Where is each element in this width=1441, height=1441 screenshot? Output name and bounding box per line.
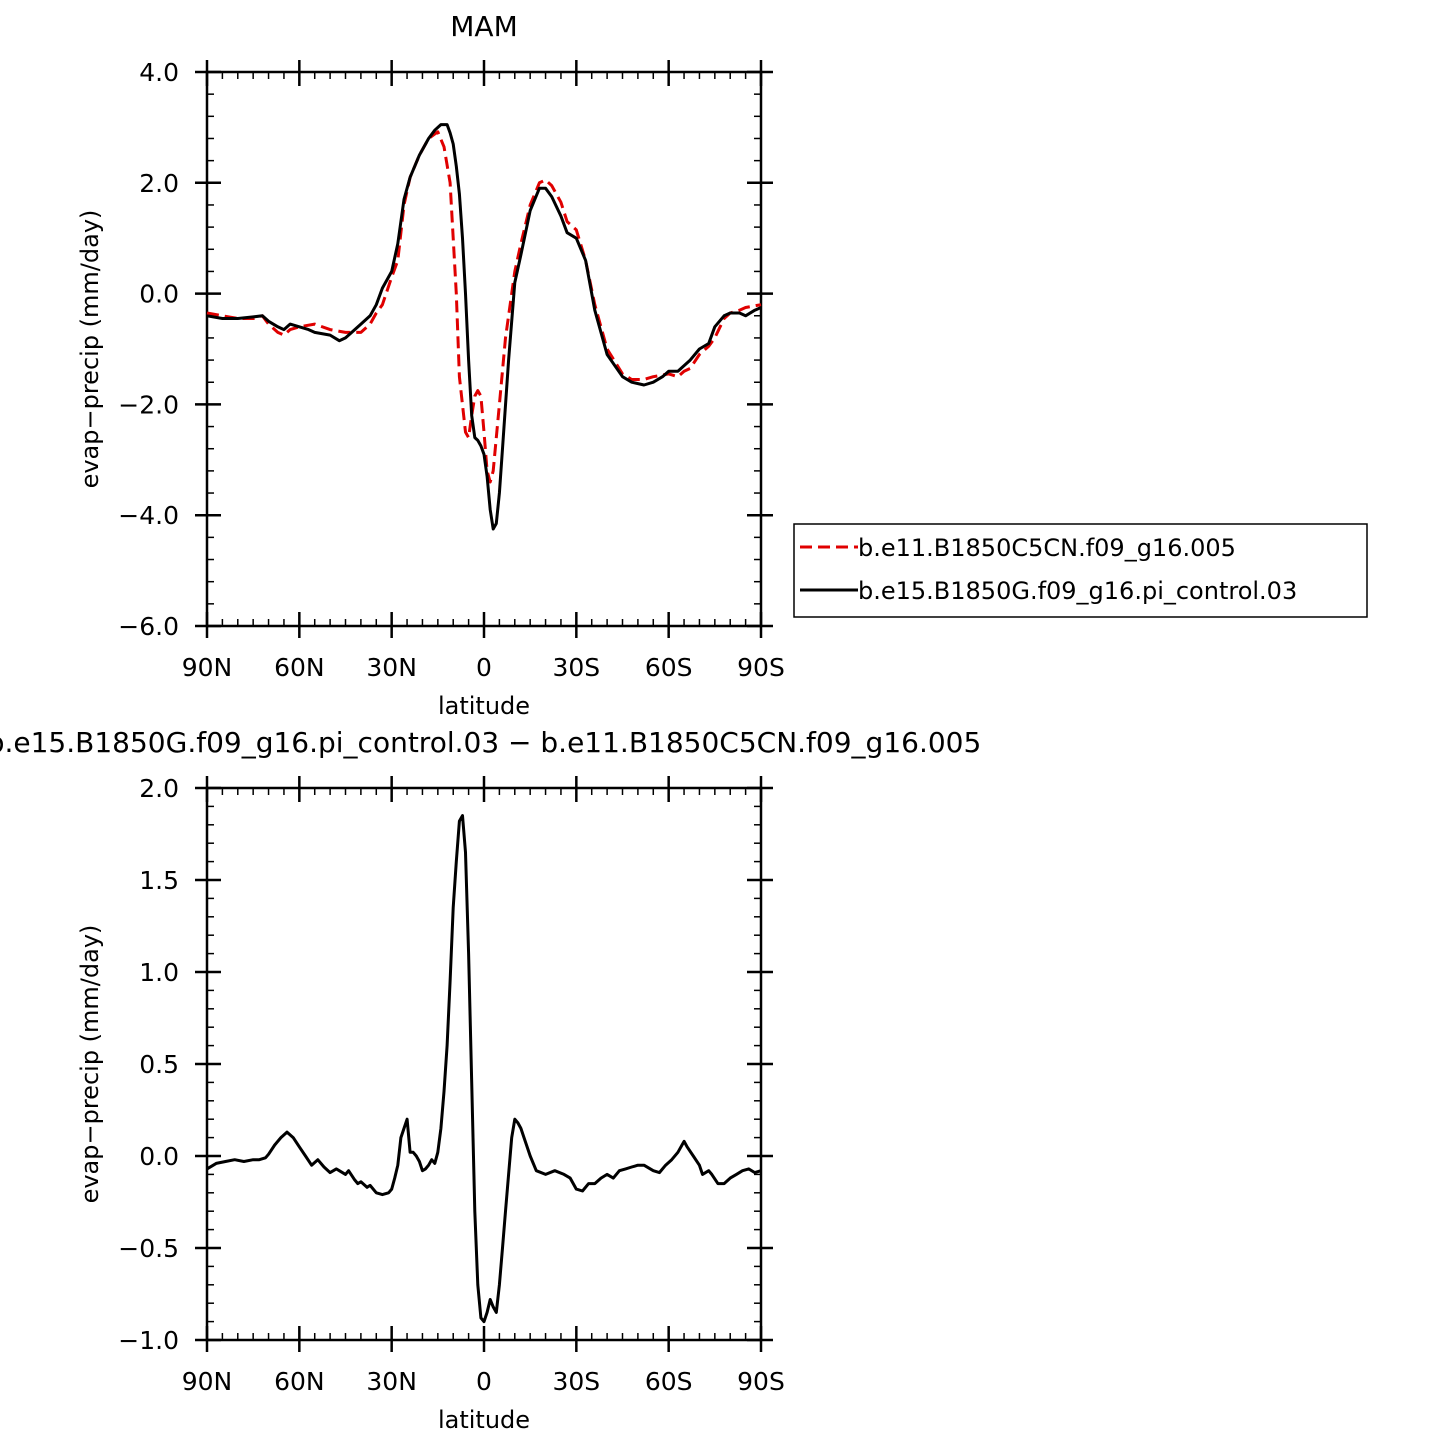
plot-title: MAM — [450, 10, 517, 43]
x-tick-label: 90S — [737, 653, 785, 682]
plot-frame — [205, 786, 763, 1342]
legend-label-1: b.e15.B1850G.f09_g16.pi_control.03 — [858, 577, 1297, 605]
y-tick-label: 1.5 — [139, 866, 179, 895]
x-tick-label: 60S — [645, 653, 693, 682]
x-tick-label: 60N — [274, 1367, 325, 1396]
x-tick-label: 30S — [552, 653, 600, 682]
y-tick-label: 1.0 — [139, 958, 179, 987]
x-tick-label: 90N — [182, 653, 233, 682]
series-line-1 — [206, 123, 762, 531]
y-tick-label: −0.5 — [118, 1234, 179, 1263]
legend: b.e11.B1850C5CN.f09_g16.005 b.e15.B1850G.… — [793, 523, 1368, 618]
y-tick-label: −1.0 — [118, 1326, 179, 1355]
y-tick-label: 2.0 — [139, 774, 179, 803]
chart-panel-top: 90N 60N 30N 0 30S 60S 90S −6.0 −4.0 −2.0 0.0 2.0 4.0… — [76, 10, 785, 720]
x-tick-label: 60N — [274, 653, 325, 682]
series-line-0 — [206, 814, 762, 1324]
legend-label-0: b.e11.B1850C5CN.f09_g16.005 — [858, 534, 1236, 562]
x-axis-title: latitude — [438, 1406, 530, 1434]
y-tick-label: −6.0 — [118, 612, 179, 641]
x-tick-label: 30N — [366, 653, 417, 682]
x-tick-label: 60S — [645, 1367, 693, 1396]
chart-panel-bottom: 90N 60N 30N 0 30S 60S 90S −1.0 −0.5 0.0 0.5 1.0 1.5 2… — [0, 726, 981, 1434]
x-tick-label: 0 — [476, 1367, 492, 1396]
y-tick-label: 0.0 — [139, 280, 179, 309]
x-axis-title: latitude — [438, 692, 530, 720]
y-tick-label: −4.0 — [118, 501, 179, 530]
x-tick-label: 90S — [737, 1367, 785, 1396]
y-axis-title: evap−precip (mm/day) — [76, 210, 104, 489]
y-tick-label: −2.0 — [118, 390, 179, 419]
x-tick-label: 30N — [366, 1367, 417, 1396]
x-tick-label: 0 — [476, 653, 492, 682]
x-tick-label: 90N — [182, 1367, 233, 1396]
series-line-0 — [206, 130, 762, 484]
y-tick-label: 2.0 — [139, 169, 179, 198]
y-tick-label: 0.0 — [139, 1142, 179, 1171]
y-tick-label: 0.5 — [139, 1050, 179, 1079]
y-axis-title: evap−precip (mm/day) — [76, 925, 104, 1204]
y-tick-label: 4.0 — [139, 58, 179, 87]
plot-frame — [205, 70, 763, 628]
x-tick-label: 30S — [552, 1367, 600, 1396]
plot-title: b.e15.B1850G.f09_g16.pi_control.03 − b.e… — [0, 726, 981, 759]
legend-box — [793, 523, 1368, 618]
